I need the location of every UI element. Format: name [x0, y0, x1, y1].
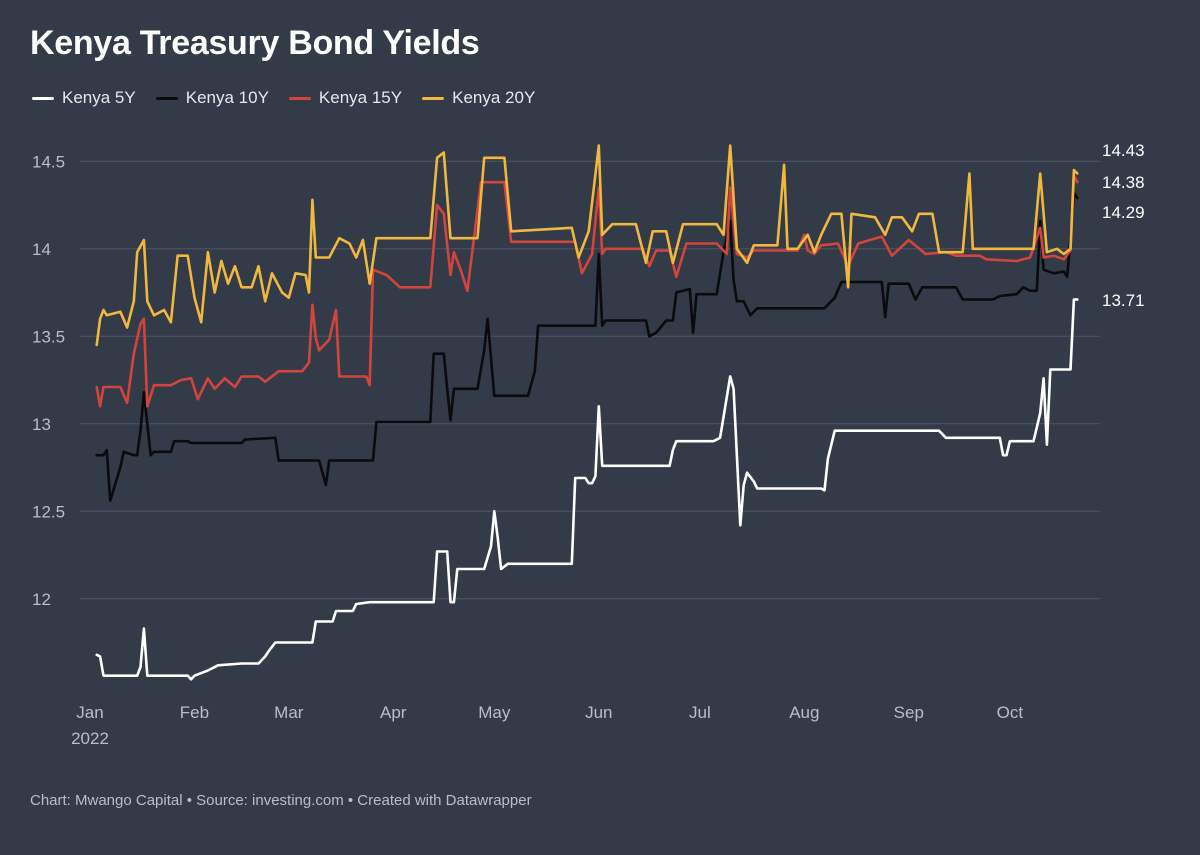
legend-swatch [422, 96, 445, 100]
end-value-label: 14.29 [1102, 203, 1145, 222]
series-line-kenya-5y [95, 298, 1079, 681]
series-line-kenya-15y [95, 174, 1079, 408]
y-tick-label: 14 [32, 240, 51, 259]
x-tick-label: Aug [789, 703, 819, 722]
y-tick-label: 12 [32, 590, 51, 609]
x-tick-label: Sep [894, 703, 924, 722]
x-tick-label: May [478, 703, 511, 722]
y-tick-label: 12.5 [32, 502, 65, 521]
x-tick-label: Jul [689, 703, 711, 722]
legend-swatch [155, 96, 178, 100]
end-value-label: 14.43 [1102, 141, 1145, 160]
end-value-label: 13.71 [1102, 291, 1145, 310]
x-tick-label: Jun [585, 703, 612, 722]
x-tick-label: Oct [997, 703, 1024, 722]
legend-swatch [288, 96, 311, 100]
x-tick-label: Apr [380, 703, 407, 722]
legend-label: Kenya 5Y [62, 88, 136, 107]
legend-label: Kenya 20Y [452, 88, 536, 107]
x-tick-label: Feb [180, 703, 209, 722]
legend-item: Kenya 5Y [32, 88, 136, 108]
chart-title: Kenya Treasury Bond Yields [30, 24, 480, 62]
x-tick-label: Jan [76, 703, 103, 722]
x-tick-sublabel: 2022 [71, 729, 109, 748]
legend-swatch [32, 96, 54, 100]
line-chart: 14.5 14 13.5 13 12.5 12 Jan 2022 Feb Mar Apr May Jun… [32, 141, 1145, 748]
y-tick-label: 14.5 [32, 152, 65, 171]
legend-item: Kenya 10Y [155, 88, 269, 108]
chart-footer: Chart: Mwango Capital • Source: investin… [30, 792, 532, 809]
legend-item: Kenya 20Y [422, 88, 535, 108]
end-value-label: 14.38 [1102, 173, 1145, 192]
legend-item: Kenya 15Y [288, 88, 403, 108]
series-line-kenya-20y [95, 144, 1079, 347]
legend-label: Kenya 15Y [318, 88, 403, 107]
series-line-kenya-10y [95, 191, 1079, 502]
y-tick-label: 13.5 [32, 327, 65, 346]
chart-legend: Kenya 5Y Kenya 10Y Kenya 15Y Kenya 20Y [32, 88, 535, 108]
legend-label: Kenya 10Y [185, 88, 269, 107]
y-tick-label: 13 [32, 415, 51, 434]
x-tick-label: Mar [274, 703, 304, 722]
